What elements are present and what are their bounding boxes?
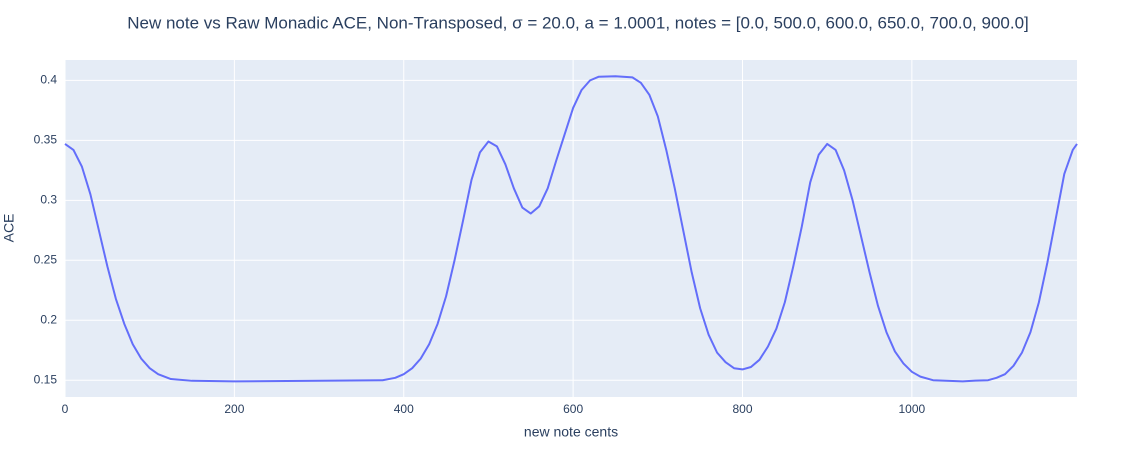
y-tick-label: 0.25 xyxy=(34,252,58,266)
x-tick-label: 600 xyxy=(563,402,583,416)
x-tick-label: 400 xyxy=(394,402,414,416)
x-axis-label: new note cents xyxy=(524,424,618,440)
y-tick-label: 0.15 xyxy=(34,372,58,386)
y-tick-label: 0.2 xyxy=(40,312,57,326)
y-tick-label: 0.4 xyxy=(40,73,57,87)
x-tick-label: 200 xyxy=(224,402,244,416)
x-tick-label: 0 xyxy=(62,402,69,416)
x-tick-label: 800 xyxy=(732,402,752,416)
y-tick-label: 0.35 xyxy=(34,133,58,147)
chart-title: New note vs Raw Monadic ACE, Non-Transpo… xyxy=(127,13,1029,32)
y-tick-label: 0.3 xyxy=(40,192,57,206)
plot-area xyxy=(65,60,1077,397)
line xyxy=(64,75,1078,383)
x-tick-label: 1000 xyxy=(899,402,926,416)
y-axis-label: ACE xyxy=(1,214,17,243)
